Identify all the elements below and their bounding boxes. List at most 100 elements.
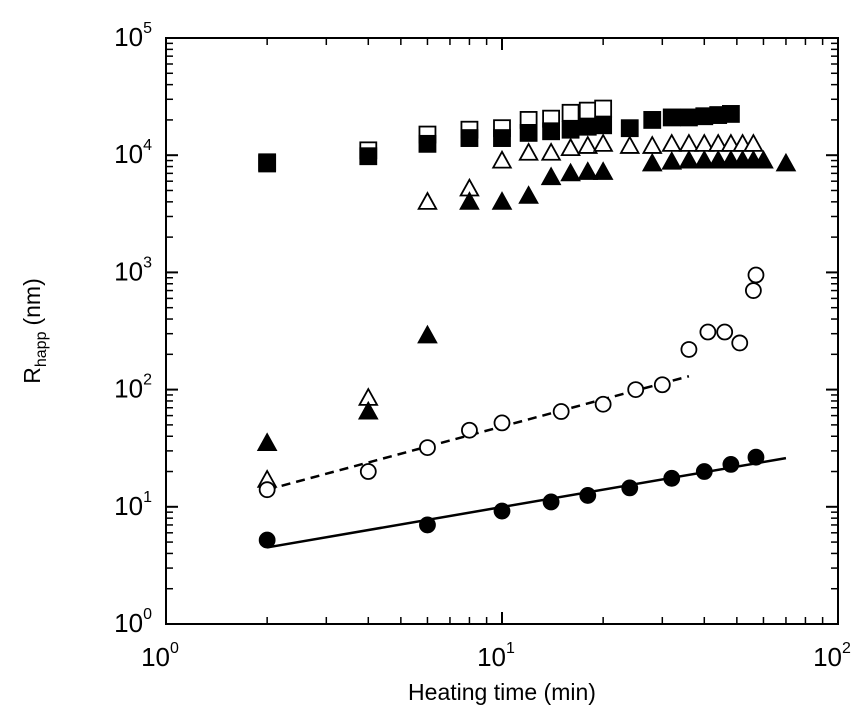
data-point-circle-open [731,334,749,352]
data-point-circle-filled [747,448,765,466]
data-point-circle-open [680,341,698,358]
data-point-triangle-filled [417,324,438,344]
data-point-triangle-filled [693,149,715,169]
data-point-triangle-open [678,133,700,152]
y-tick-label-exp: 3 [143,254,152,271]
y-tick-label-base: 10 [114,491,143,521]
data-point-square-open [561,103,580,122]
data-point-triangle-filled [577,161,599,180]
dashed-fit-line [266,375,690,491]
data-point-circle-open [461,421,478,439]
data-point-triangle-filled [357,400,379,420]
data-point-square-filled [493,129,511,147]
data-point-triangle-filled [707,149,729,169]
y-tick-label: 105 [114,20,152,52]
data-point-square-filled [680,108,698,127]
x-tick-label-base: 10 [813,642,842,672]
data-point-circle-open [552,403,570,420]
data-point-circle-open [594,395,612,413]
x-tick-label: 100 [141,640,179,672]
data-point-triangle-open [577,135,599,154]
x-tick-label-exp: 1 [506,640,515,657]
data-point-circle-open [744,282,762,299]
y-tick-label-exp: 0 [143,606,152,623]
data-point-circle-open [359,463,377,480]
data-point-square-filled [594,116,613,135]
y-axis-label-sub: happ [33,331,50,367]
y-tick-label-base: 10 [114,139,143,169]
y-tick-label: 102 [114,372,152,404]
data-point-triangle-filled [775,152,797,172]
data-point-square-filled [578,117,597,136]
x-axis-ticks: 100 101 102 [141,38,851,672]
data-point-circle-filled [722,456,740,473]
y-axis-label-unit: (nm) [19,278,45,325]
data-point-circle-filled [663,469,681,487]
y-tick-label-exp: 5 [143,20,152,37]
data-point-circle-open [258,481,276,499]
data-point-circle-open [653,376,671,394]
x-tick-label: 101 [477,640,515,672]
y-tick-label: 104 [114,137,152,169]
data-point-triangle-filled [560,162,581,182]
data-point-square-filled [620,119,639,138]
data-point-circle-open [627,381,645,399]
data-point-triangle-filled [256,432,278,451]
x-tick-label-base: 10 [477,642,506,672]
data-points [256,99,797,549]
y-tick-label: 101 [114,489,152,521]
x-tick-label-base: 10 [141,642,170,672]
data-point-triangle-open [417,191,438,210]
data-point-triangle-filled [459,191,480,210]
data-point-square-filled [662,108,681,127]
y-axis-label: Rhapp (nm) [19,278,50,384]
data-point-circle-filled [542,493,560,511]
x-tick-label-exp: 0 [170,640,179,657]
y-tick-label-base: 10 [114,22,143,52]
data-point-square-filled [721,105,740,123]
data-point-triangle-filled [641,152,663,172]
data-point-circle-open [419,439,436,456]
data-point-circle-open [716,323,734,341]
data-point-square-filled [561,120,580,139]
data-point-triangle-open [619,135,641,154]
data-point-circle-open [747,266,765,284]
data-point-triangle-open [518,142,539,161]
y-tick-label-base: 10 [114,374,143,404]
data-point-square-filled [643,111,662,129]
y-tick-label: 103 [114,254,152,286]
x-tick-label: 102 [813,640,851,672]
y-tick-label-exp: 4 [143,137,152,154]
data-point-triangle-filled [753,149,774,169]
x-axis-label: Heating time (min) [408,679,596,705]
data-point-circle-filled [579,487,597,504]
data-point-square-filled [258,154,277,173]
data-point-triangle-open [592,133,614,152]
data-point-square-filled [542,122,560,141]
data-point-square-open [578,101,597,120]
y-tick-label-exp: 1 [143,489,152,506]
data-point-triangle-open [540,142,562,161]
data-point-triangle-filled [491,191,513,210]
y-tick-label-base: 10 [114,608,143,638]
data-point-circle-filled [695,463,713,480]
data-point-square-filled [460,129,479,147]
data-point-circle-filled [621,479,639,497]
data-point-square-open [594,99,613,118]
data-point-circle-filled [493,502,511,520]
data-point-circle-filled [258,531,276,549]
y-tick-label-exp: 2 [143,372,152,389]
data-point-square-filled [418,134,437,153]
data-point-triangle-open [560,137,581,157]
data-point-triangle-open [641,135,663,154]
data-point-triangle-filled [540,166,562,186]
data-point-triangle-filled [518,185,539,204]
x-tick-label-exp: 2 [842,640,851,657]
fit-lines [266,375,787,549]
y-axis-label-main: R [19,367,45,384]
data-point-triangle-open [661,133,683,152]
data-point-square-filled [359,147,378,166]
y-tick-label: 100 [114,606,152,638]
y-tick-label-base: 10 [114,256,143,286]
